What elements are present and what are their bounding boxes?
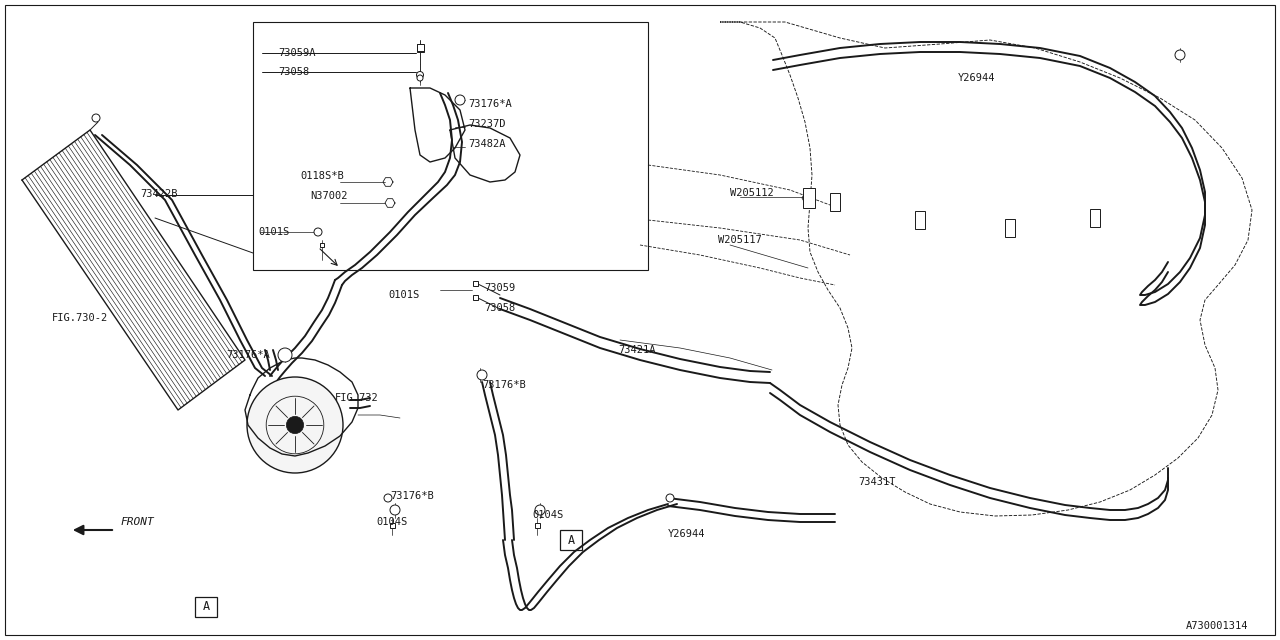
Bar — [320, 243, 324, 247]
Text: 73431T: 73431T — [858, 477, 896, 487]
Bar — [417, 44, 422, 50]
Text: A: A — [567, 534, 575, 547]
Bar — [535, 522, 539, 527]
Text: FIG.730-2: FIG.730-2 — [52, 313, 109, 323]
Text: 73421A: 73421A — [618, 345, 655, 355]
Text: 0104S: 0104S — [532, 510, 563, 520]
Bar — [416, 45, 424, 51]
Text: 0104S: 0104S — [376, 517, 407, 527]
Bar — [472, 294, 477, 300]
Text: 73176*A: 73176*A — [468, 99, 512, 109]
Circle shape — [92, 114, 100, 122]
Bar — [472, 280, 477, 285]
Text: A: A — [202, 600, 210, 614]
Text: 0101S: 0101S — [388, 290, 420, 300]
Circle shape — [666, 494, 675, 502]
Text: 0118S*B: 0118S*B — [300, 171, 344, 181]
Circle shape — [416, 72, 424, 79]
Text: 73058: 73058 — [278, 67, 310, 77]
Circle shape — [1175, 50, 1185, 60]
Text: 73176*B: 73176*B — [483, 380, 526, 390]
Circle shape — [287, 417, 303, 434]
Circle shape — [247, 377, 343, 473]
Text: 73176*B: 73176*B — [390, 491, 434, 501]
Text: 73059A: 73059A — [278, 48, 315, 58]
Circle shape — [454, 95, 465, 105]
Circle shape — [384, 494, 392, 502]
Text: 73058: 73058 — [484, 303, 516, 313]
Bar — [195, 597, 218, 617]
Bar — [389, 522, 394, 527]
Text: W205112: W205112 — [730, 188, 773, 198]
Text: FRONT: FRONT — [120, 517, 154, 527]
Text: W205117: W205117 — [718, 235, 762, 245]
Text: 73059: 73059 — [484, 283, 516, 293]
Bar — [253, 22, 648, 270]
Bar — [416, 44, 424, 51]
Text: 0101S: 0101S — [259, 227, 289, 237]
Text: 73237D: 73237D — [468, 119, 506, 129]
Bar — [1005, 219, 1015, 237]
Bar — [1091, 209, 1100, 227]
Text: FIG.732: FIG.732 — [335, 393, 379, 403]
Circle shape — [477, 370, 486, 380]
Circle shape — [278, 348, 292, 362]
Bar — [829, 193, 840, 211]
Bar — [915, 211, 925, 229]
Text: Y26944: Y26944 — [957, 73, 996, 83]
Text: 73482A: 73482A — [468, 139, 506, 149]
Circle shape — [535, 505, 545, 515]
Circle shape — [314, 228, 323, 236]
Text: A730001314: A730001314 — [1185, 621, 1248, 631]
Circle shape — [390, 505, 401, 515]
Circle shape — [417, 75, 422, 81]
Bar — [561, 530, 582, 550]
Text: Y26944: Y26944 — [668, 529, 705, 539]
Text: 73176*A: 73176*A — [227, 350, 270, 360]
Bar — [803, 188, 815, 208]
Text: 73422B: 73422B — [140, 189, 178, 199]
Text: N37002: N37002 — [310, 191, 347, 201]
